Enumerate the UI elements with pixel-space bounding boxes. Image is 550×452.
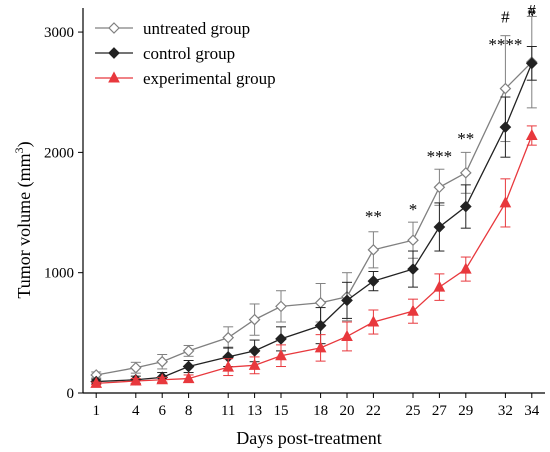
data-point: [407, 234, 419, 247]
data-point: [222, 360, 235, 372]
significance-mark: ***: [427, 147, 453, 166]
legend-entry: control group: [95, 44, 235, 63]
data-point: [129, 361, 142, 374]
data-point: [459, 200, 472, 213]
x-tick-label: 11: [221, 403, 235, 419]
significance-annotations: ** ******#****#*: [365, 1, 537, 226]
series-filled-diamond: [90, 46, 538, 388]
significance-mark: #: [501, 7, 510, 26]
data-point: [367, 243, 380, 256]
x-tick-label: 20: [340, 403, 355, 419]
data-point: [275, 300, 287, 313]
data-point: [341, 294, 353, 307]
data-point: [248, 313, 261, 326]
legend-label: experimental group: [143, 69, 276, 88]
data-point: [222, 331, 235, 344]
significance-mark: **: [365, 207, 382, 226]
x-tick-label: 15: [274, 403, 289, 419]
significance-mark: ****: [488, 35, 522, 54]
y-tick-label: 1000: [44, 266, 74, 282]
data-point: [156, 373, 169, 385]
data-point: [314, 296, 327, 309]
data-point: [275, 333, 287, 345]
legend-label: control group: [143, 44, 235, 63]
series-open-diamond: [90, 15, 538, 381]
series-filled-triangle: [90, 125, 538, 388]
y-tick-label: 0: [67, 386, 75, 402]
x-tick-label: 22: [366, 403, 381, 419]
data-point: [275, 349, 287, 361]
x-tick-label: 1: [92, 403, 100, 419]
data-point: [459, 262, 472, 274]
data-point: [129, 374, 142, 386]
data-point: [407, 304, 419, 316]
data-point: [499, 196, 512, 208]
data-point: [525, 128, 538, 141]
x-tick-label: 4: [132, 403, 140, 419]
legend-entry: untreated group: [95, 19, 250, 38]
significance-mark: *: [409, 200, 418, 219]
series-layer: [90, 15, 538, 388]
data-point: [341, 329, 353, 341]
x-tick-label: 32: [498, 403, 513, 419]
x-tick-label: 25: [406, 403, 421, 419]
series-line: [96, 63, 533, 383]
y-axis-title-main: Tumor volume (mm: [14, 153, 35, 298]
data-point: [182, 345, 195, 357]
data-point: [182, 360, 195, 373]
data-point: [525, 57, 538, 70]
legend-label: untreated group: [143, 19, 250, 38]
data-point: [314, 319, 327, 332]
y-tick-label: 3000: [44, 25, 74, 41]
y-axis-title-close: ): [14, 141, 35, 147]
data-point: [499, 82, 512, 95]
x-tick-label: 29: [458, 403, 473, 419]
legend-entry: experimental group: [95, 69, 276, 88]
data-point: [248, 345, 261, 357]
x-tick-label: 27: [432, 403, 448, 419]
data-point: [433, 280, 446, 292]
data-point: [156, 355, 169, 368]
significance-mark: *: [528, 5, 537, 24]
data-point: [407, 263, 419, 275]
data-point: [433, 221, 446, 233]
significance-mark: #: [528, 1, 537, 20]
x-tick-label: 34: [524, 403, 540, 419]
x-tick-label: 13: [247, 403, 262, 419]
data-point: [90, 376, 103, 388]
y-tick-label: 2000: [44, 145, 74, 161]
data-point: [459, 166, 472, 179]
data-point: [499, 121, 512, 133]
x-axis-title: Days post-treatment: [236, 428, 381, 448]
data-point: [367, 315, 380, 327]
legend: untreated group control group experimental…: [95, 19, 276, 88]
axes: 0 1000 2000 3000 1 4 6 8 11 13 15 18 20 22 25 27 29 32 34: [44, 8, 545, 419]
x-tick-label: 18: [313, 403, 328, 419]
y-axis-title: Tumor volume (mm3): [12, 141, 35, 298]
legend-swatch-marker: [108, 71, 120, 83]
y-axis-title-superscript: 3: [12, 147, 26, 153]
data-point: [248, 358, 261, 370]
significance-mark: **: [457, 129, 474, 148]
x-tick-label: 8: [185, 403, 193, 419]
data-point: [433, 181, 446, 194]
data-point: [367, 275, 380, 287]
x-tick-label: 6: [158, 403, 166, 419]
legend-swatch-marker: [108, 47, 120, 59]
data-point: [182, 371, 195, 384]
legend-swatch-marker: [108, 22, 120, 34]
data-point: [314, 341, 327, 353]
